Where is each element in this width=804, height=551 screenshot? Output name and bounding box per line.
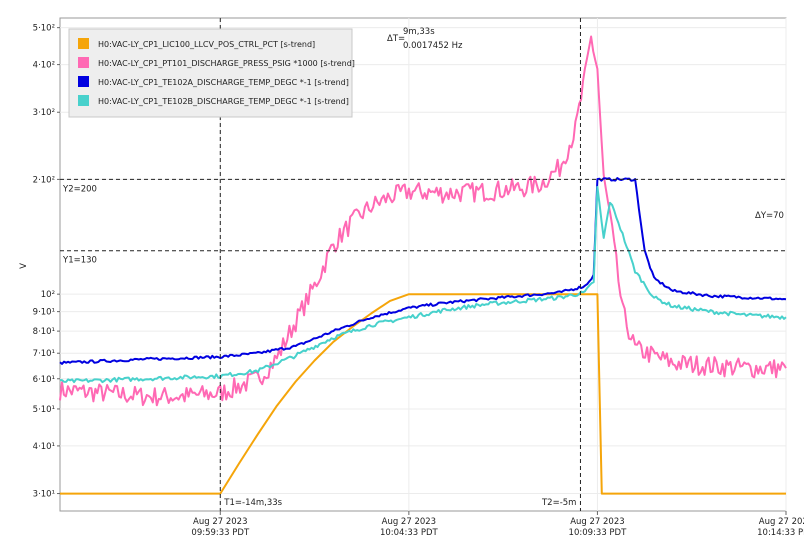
y-tick-label: 5·10¹ [33, 405, 55, 415]
y-axis-label: V [19, 263, 29, 269]
cursor-t2-label: T2=-5m [541, 498, 576, 508]
y-axis: 3·10¹ 4·10¹ 5·10¹ 6·10¹ 7·10¹ 8·10¹ 9·10¹ 10² 2·… [33, 24, 60, 500]
x-tick-date: Aug 27 2023 [382, 517, 436, 527]
x-tick-date: Aug 27 2023 [759, 517, 804, 527]
x-tick-time: 10:14:33 PDT [757, 528, 804, 538]
legend-swatch [78, 57, 89, 68]
series-line-2 [59, 35, 787, 407]
y-tick-label: 7·10¹ [33, 349, 55, 359]
legend-entry-label[interactable]: H0:VAC-LY_CP1_PT101_DISCHARGE_PRESS_PSIG… [98, 59, 355, 68]
series-layer [59, 35, 787, 495]
legend-swatch [78, 95, 89, 106]
legend-entry-label[interactable]: H0:VAC-LY_CP1_LIC100_LLCV_POS_CTRL_PCT [… [98, 40, 315, 49]
y-tick-label: 10² [41, 290, 55, 300]
y-tick-label: 8·10¹ [33, 327, 55, 337]
legend-entry-label[interactable]: H0:VAC-LY_CP1_TE102A_DISCHARGE_TEMP_DEGC… [98, 78, 349, 87]
legend[interactable]: H0:VAC-LY_CP1_LIC100_LLCV_POS_CTRL_PCT [… [68, 28, 355, 118]
legend-swatch [78, 76, 89, 87]
series-line-3 [59, 177, 787, 365]
cursor-y1-label: Y1=130 [62, 256, 97, 266]
legend-box [68, 28, 353, 118]
y-tick-label: 5·10² [33, 24, 55, 34]
delta-y-readout: ΔY=70 [755, 211, 784, 221]
y-tick-label: 6·10¹ [33, 375, 55, 385]
x-tick-time: 10:04:33 PDT [380, 528, 439, 538]
x-tick-date: Aug 27 2023 [570, 517, 624, 527]
cursor-y2-label: Y2=200 [62, 184, 97, 194]
y-tick-label: 9·10¹ [33, 308, 55, 318]
x-tick-time: 10:09:33 PDT [569, 528, 628, 538]
series-line-4 [60, 185, 787, 384]
y-tick-label: 4·10¹ [33, 442, 55, 452]
x-tick-date: Aug 27 2023 [193, 517, 247, 527]
y-tick-label: 3·10² [33, 108, 55, 118]
legend-swatch [78, 38, 89, 49]
x-tick-time: 09:59:33 PDT [191, 528, 250, 538]
delta-t-label: ΔT= [387, 34, 405, 44]
cursor-t1-label: T1=-14m,33s [223, 498, 282, 508]
y-tick-label: 3·10¹ [33, 490, 55, 500]
delta-t-value: 9m,33s [403, 27, 435, 37]
cursor-layer[interactable]: Y2=200 Y1=130 T1=-14m,33s T2=-5m [60, 18, 786, 511]
delta-t-frequency: 0.0017452 Hz [403, 41, 463, 51]
delta-t-readout: ΔT= 9m,33s 0.0017452 Hz [387, 27, 463, 51]
legend-entry-label[interactable]: H0:VAC-LY_CP1_TE102B_DISCHARGE_TEMP_DEGC… [98, 97, 349, 106]
y-tick-label: 2·10² [33, 175, 55, 185]
y-tick-label: 4·10² [33, 61, 55, 71]
